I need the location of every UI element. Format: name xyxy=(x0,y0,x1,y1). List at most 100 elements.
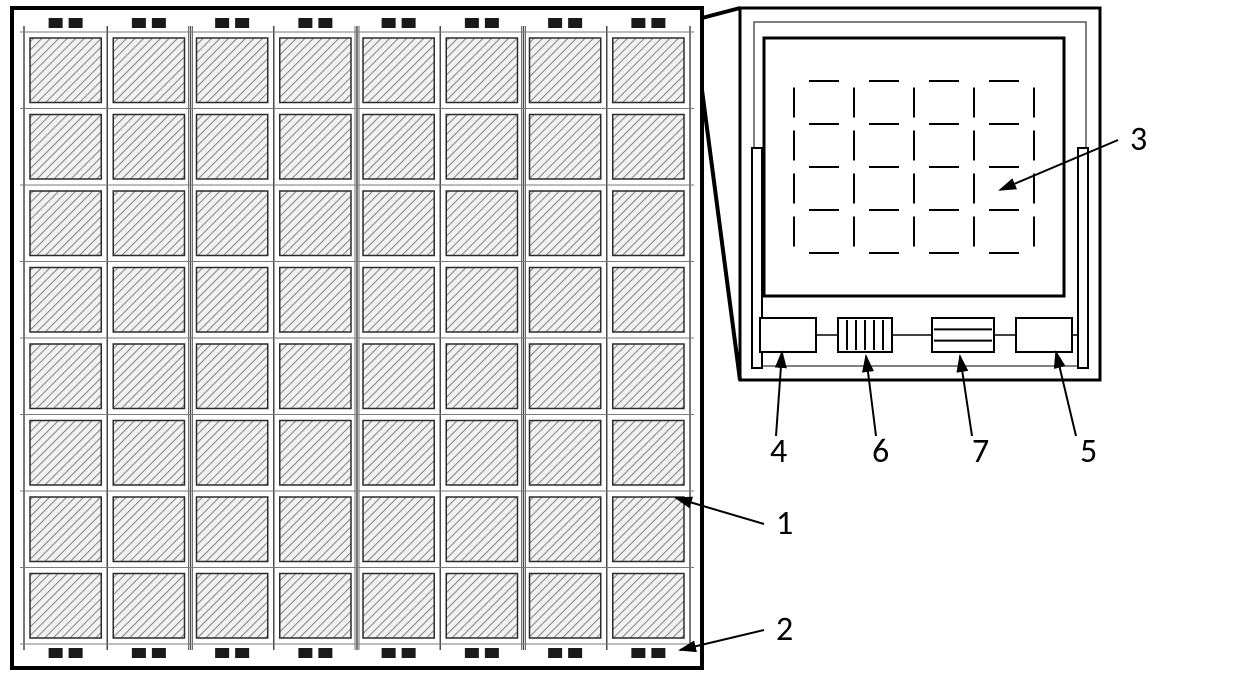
callout-label-1: 1 xyxy=(776,503,793,544)
grid-cell xyxy=(363,268,434,333)
grid-cell xyxy=(446,497,517,562)
grid-cell xyxy=(363,574,434,639)
grid-cell xyxy=(530,497,601,562)
grid-cell xyxy=(113,421,184,486)
grid-cell xyxy=(613,421,684,486)
edge-tab xyxy=(132,18,146,28)
component-7 xyxy=(932,318,994,352)
grid-cell xyxy=(30,268,101,333)
grid-cell xyxy=(363,497,434,562)
edge-tab xyxy=(152,18,166,28)
grid-cell xyxy=(197,191,268,256)
callout-label-3: 3 xyxy=(1130,119,1147,160)
grid-cell xyxy=(530,115,601,180)
grid-cell xyxy=(197,344,268,409)
component-5 xyxy=(1016,318,1072,352)
edge-tab xyxy=(402,18,416,28)
grid-cell xyxy=(280,421,351,486)
edge-tab xyxy=(548,18,562,28)
edge-tab xyxy=(402,648,416,658)
callout-label-6: 6 xyxy=(872,431,889,472)
edge-tab xyxy=(651,18,665,28)
grid-cell xyxy=(446,115,517,180)
grid-cell xyxy=(613,191,684,256)
grid-cell xyxy=(113,191,184,256)
grid-cell xyxy=(197,497,268,562)
edge-tab xyxy=(298,648,312,658)
main-module xyxy=(12,8,702,668)
edge-tab xyxy=(382,648,396,658)
grid-cell xyxy=(613,574,684,639)
edge-tab xyxy=(215,18,229,28)
grid-cell xyxy=(446,421,517,486)
side-bar-right xyxy=(1078,148,1088,368)
grid-cell xyxy=(280,38,351,103)
grid-cell xyxy=(530,344,601,409)
edge-tab xyxy=(69,648,83,658)
callout-label-4: 4 xyxy=(770,431,787,472)
grid-cell xyxy=(530,191,601,256)
edge-tab xyxy=(631,18,645,28)
edge-tab xyxy=(485,648,499,658)
grid-cell xyxy=(113,115,184,180)
grid-cell xyxy=(446,574,517,639)
grid-cell xyxy=(113,574,184,639)
edge-tab xyxy=(568,18,582,28)
grid-cell xyxy=(613,497,684,562)
grid-cell xyxy=(613,344,684,409)
grid-cell xyxy=(280,574,351,639)
grid-cell xyxy=(113,38,184,103)
edge-tab xyxy=(382,18,396,28)
grid-cell xyxy=(197,115,268,180)
edge-tab xyxy=(651,648,665,658)
grid-cell xyxy=(363,115,434,180)
grid-cell xyxy=(446,344,517,409)
grid-cell xyxy=(530,38,601,103)
grid-cell xyxy=(197,574,268,639)
grid-cell xyxy=(280,115,351,180)
detail-module xyxy=(740,8,1100,380)
leader-line xyxy=(702,90,740,380)
grid-cell xyxy=(30,115,101,180)
edge-tab xyxy=(548,648,562,658)
grid-cell xyxy=(197,38,268,103)
grid-cell xyxy=(446,191,517,256)
grid-cell xyxy=(530,268,601,333)
grid-cell xyxy=(446,268,517,333)
edge-tab xyxy=(235,18,249,28)
leader-line xyxy=(702,8,740,18)
grid-cell xyxy=(113,497,184,562)
grid-cell xyxy=(30,38,101,103)
callout-label-7: 7 xyxy=(972,431,989,472)
edge-tab xyxy=(485,18,499,28)
grid-cell xyxy=(113,268,184,333)
grid-cell xyxy=(280,344,351,409)
grid-cell xyxy=(197,268,268,333)
grid-cell xyxy=(280,268,351,333)
edge-tab xyxy=(631,648,645,658)
grid-cell xyxy=(30,421,101,486)
grid-cell xyxy=(197,421,268,486)
callout-label-5: 5 xyxy=(1080,431,1097,472)
grid-cell xyxy=(613,268,684,333)
grid-cell xyxy=(30,191,101,256)
grid-cell xyxy=(30,497,101,562)
edge-tab xyxy=(465,18,479,28)
component-4 xyxy=(760,318,816,352)
grid-cell xyxy=(530,574,601,639)
grid-cell xyxy=(613,115,684,180)
grid-cell xyxy=(280,497,351,562)
callout-label-2: 2 xyxy=(776,609,793,650)
grid-cell xyxy=(30,574,101,639)
edge-tab xyxy=(215,648,229,658)
edge-tab xyxy=(69,18,83,28)
edge-tab xyxy=(49,648,63,658)
edge-tab xyxy=(152,648,166,658)
edge-tab xyxy=(132,648,146,658)
grid-cell xyxy=(613,38,684,103)
grid-cell xyxy=(363,191,434,256)
edge-tab xyxy=(318,18,332,28)
grid-cell xyxy=(446,38,517,103)
grid-cell xyxy=(363,421,434,486)
grid-cell xyxy=(530,421,601,486)
